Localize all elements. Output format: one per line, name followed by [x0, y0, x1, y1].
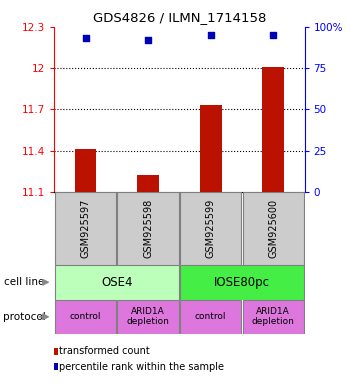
Point — [83, 35, 88, 41]
Bar — [55, 300, 116, 334]
Text: GSM925599: GSM925599 — [206, 199, 216, 258]
Text: control: control — [70, 312, 101, 321]
Text: ARID1A
depletion: ARID1A depletion — [252, 307, 295, 326]
Bar — [118, 300, 179, 334]
Text: control: control — [195, 312, 226, 321]
Text: GSM925600: GSM925600 — [268, 199, 278, 258]
Text: ARID1A
depletion: ARID1A depletion — [127, 307, 169, 326]
Text: OSE4: OSE4 — [101, 276, 133, 289]
Bar — [55, 192, 116, 265]
Text: GSM925597: GSM925597 — [80, 199, 91, 258]
Bar — [243, 300, 304, 334]
Title: GDS4826 / ILMN_1714158: GDS4826 / ILMN_1714158 — [93, 11, 266, 24]
Bar — [200, 105, 222, 192]
Bar — [180, 265, 304, 300]
Text: IOSE80pc: IOSE80pc — [214, 276, 270, 289]
Text: transformed count: transformed count — [59, 346, 149, 356]
Point — [208, 32, 213, 38]
Bar — [137, 175, 159, 192]
Text: percentile rank within the sample: percentile rank within the sample — [59, 362, 224, 372]
Bar — [180, 300, 241, 334]
Bar — [180, 192, 241, 265]
Bar — [54, 348, 58, 355]
Text: protocol: protocol — [4, 312, 46, 322]
Bar — [54, 363, 58, 370]
Point — [145, 37, 151, 43]
Text: cell line: cell line — [4, 277, 44, 287]
Bar — [55, 265, 179, 300]
Bar — [243, 192, 304, 265]
Bar — [75, 149, 97, 192]
Point — [271, 32, 276, 38]
Text: GSM925598: GSM925598 — [143, 199, 153, 258]
Bar — [118, 192, 179, 265]
Bar — [262, 67, 284, 192]
